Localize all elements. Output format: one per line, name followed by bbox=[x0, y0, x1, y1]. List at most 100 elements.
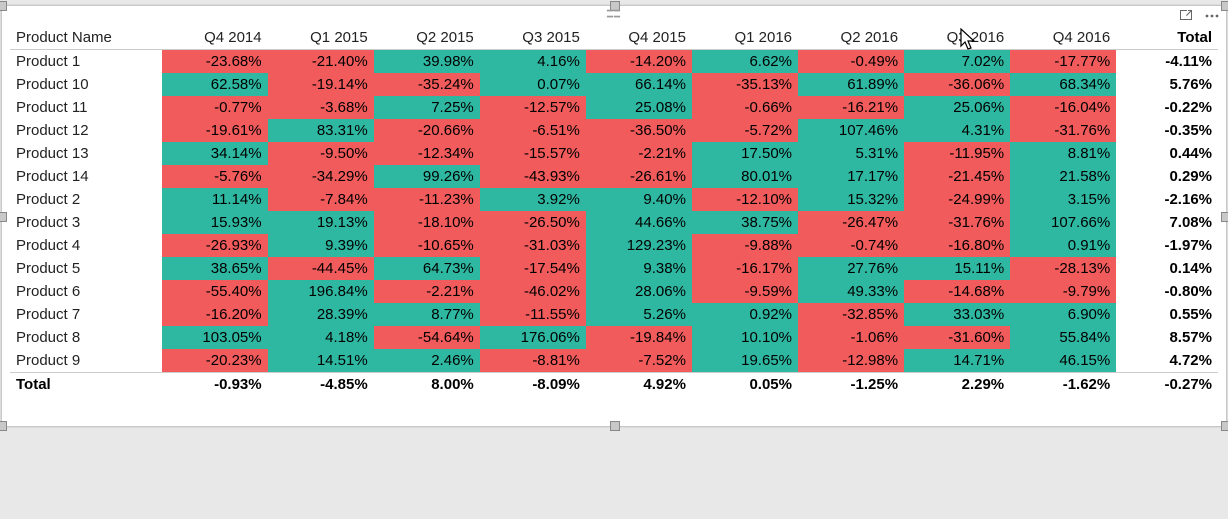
more-options-icon[interactable] bbox=[1204, 8, 1220, 24]
data-cell[interactable]: 39.98% bbox=[374, 50, 480, 74]
data-cell[interactable]: -19.84% bbox=[586, 326, 692, 349]
data-cell[interactable]: -16.21% bbox=[798, 96, 904, 119]
resize-handle[interactable] bbox=[0, 212, 7, 222]
column-header[interactable]: Q2 2016 bbox=[798, 26, 904, 50]
data-cell[interactable]: 15.93% bbox=[162, 211, 268, 234]
data-cell[interactable]: -1.06% bbox=[798, 326, 904, 349]
column-header[interactable]: Q3 2015 bbox=[480, 26, 586, 50]
focus-mode-icon[interactable] bbox=[1178, 8, 1194, 24]
data-cell[interactable]: -19.14% bbox=[268, 73, 374, 96]
data-cell[interactable]: 103.05% bbox=[162, 326, 268, 349]
data-cell[interactable]: 83.31% bbox=[268, 119, 374, 142]
data-cell[interactable]: 99.26% bbox=[374, 165, 480, 188]
data-cell[interactable]: -5.72% bbox=[692, 119, 798, 142]
data-cell[interactable]: -46.02% bbox=[480, 280, 586, 303]
data-cell[interactable]: -14.20% bbox=[586, 50, 692, 74]
row-total-cell[interactable]: -1.97% bbox=[1116, 234, 1218, 257]
row-total-cell[interactable]: -4.11% bbox=[1116, 50, 1218, 74]
data-cell[interactable]: -16.80% bbox=[904, 234, 1010, 257]
data-cell[interactable]: -3.68% bbox=[268, 96, 374, 119]
data-cell[interactable]: -43.93% bbox=[480, 165, 586, 188]
data-cell[interactable]: -16.20% bbox=[162, 303, 268, 326]
data-cell[interactable]: 44.66% bbox=[586, 211, 692, 234]
data-cell[interactable]: 66.14% bbox=[586, 73, 692, 96]
row-header[interactable]: Product 13 bbox=[10, 142, 162, 165]
data-cell[interactable]: -36.06% bbox=[904, 73, 1010, 96]
data-cell[interactable]: -12.98% bbox=[798, 349, 904, 373]
column-total-cell[interactable]: -1.62% bbox=[1010, 373, 1116, 397]
column-total-cell[interactable]: 2.29% bbox=[904, 373, 1010, 397]
data-cell[interactable]: 19.65% bbox=[692, 349, 798, 373]
data-cell[interactable]: 28.39% bbox=[268, 303, 374, 326]
data-cell[interactable]: -35.24% bbox=[374, 73, 480, 96]
data-cell[interactable]: -0.74% bbox=[798, 234, 904, 257]
data-cell[interactable]: 46.15% bbox=[1010, 349, 1116, 373]
data-cell[interactable]: 15.32% bbox=[798, 188, 904, 211]
data-cell[interactable]: 34.14% bbox=[162, 142, 268, 165]
data-cell[interactable]: 62.58% bbox=[162, 73, 268, 96]
data-cell[interactable]: 49.33% bbox=[798, 280, 904, 303]
data-cell[interactable]: 6.62% bbox=[692, 50, 798, 74]
row-total-cell[interactable]: 0.55% bbox=[1116, 303, 1218, 326]
data-cell[interactable]: -11.95% bbox=[904, 142, 1010, 165]
data-cell[interactable]: -9.50% bbox=[268, 142, 374, 165]
column-header[interactable]: Q1 2015 bbox=[268, 26, 374, 50]
row-header[interactable]: Product 1 bbox=[10, 50, 162, 74]
column-total-cell[interactable]: -4.85% bbox=[268, 373, 374, 397]
data-cell[interactable]: 0.92% bbox=[692, 303, 798, 326]
data-cell[interactable]: 14.71% bbox=[904, 349, 1010, 373]
data-cell[interactable]: 6.90% bbox=[1010, 303, 1116, 326]
data-cell[interactable]: 27.76% bbox=[798, 257, 904, 280]
data-cell[interactable]: -21.40% bbox=[268, 50, 374, 74]
column-total-cell[interactable]: 0.05% bbox=[692, 373, 798, 397]
row-total-cell[interactable]: -0.35% bbox=[1116, 119, 1218, 142]
data-cell[interactable]: 38.65% bbox=[162, 257, 268, 280]
data-cell[interactable]: 107.66% bbox=[1010, 211, 1116, 234]
data-cell[interactable]: 25.06% bbox=[904, 96, 1010, 119]
data-cell[interactable]: 64.73% bbox=[374, 257, 480, 280]
data-cell[interactable]: 0.07% bbox=[480, 73, 586, 96]
data-cell[interactable]: 5.31% bbox=[798, 142, 904, 165]
resize-handle[interactable] bbox=[0, 421, 7, 431]
data-cell[interactable]: 2.46% bbox=[374, 349, 480, 373]
data-cell[interactable]: -0.66% bbox=[692, 96, 798, 119]
row-total-cell[interactable]: 0.14% bbox=[1116, 257, 1218, 280]
row-header[interactable]: Product 10 bbox=[10, 73, 162, 96]
data-cell[interactable]: 9.39% bbox=[268, 234, 374, 257]
row-header[interactable]: Product 11 bbox=[10, 96, 162, 119]
data-cell[interactable]: -11.23% bbox=[374, 188, 480, 211]
row-total-cell[interactable]: 4.72% bbox=[1116, 349, 1218, 373]
data-cell[interactable]: -31.03% bbox=[480, 234, 586, 257]
data-cell[interactable]: 196.84% bbox=[268, 280, 374, 303]
data-cell[interactable]: 0.91% bbox=[1010, 234, 1116, 257]
data-cell[interactable]: -6.51% bbox=[480, 119, 586, 142]
row-total-cell[interactable]: -2.16% bbox=[1116, 188, 1218, 211]
data-cell[interactable]: -7.52% bbox=[586, 349, 692, 373]
data-cell[interactable]: -23.68% bbox=[162, 50, 268, 74]
data-cell[interactable]: -8.81% bbox=[480, 349, 586, 373]
row-total-cell[interactable]: -0.22% bbox=[1116, 96, 1218, 119]
resize-handle[interactable] bbox=[0, 1, 7, 11]
row-header[interactable]: Product 9 bbox=[10, 349, 162, 373]
row-header[interactable]: Product 12 bbox=[10, 119, 162, 142]
data-cell[interactable]: 4.31% bbox=[904, 119, 1010, 142]
data-cell[interactable]: 28.06% bbox=[586, 280, 692, 303]
data-cell[interactable]: -11.55% bbox=[480, 303, 586, 326]
column-header[interactable]: Q4 2016 bbox=[1010, 26, 1116, 50]
data-cell[interactable]: 17.17% bbox=[798, 165, 904, 188]
data-cell[interactable]: -44.45% bbox=[268, 257, 374, 280]
data-cell[interactable]: -19.61% bbox=[162, 119, 268, 142]
row-header[interactable]: Product 3 bbox=[10, 211, 162, 234]
data-cell[interactable]: -14.68% bbox=[904, 280, 1010, 303]
data-cell[interactable]: -17.54% bbox=[480, 257, 586, 280]
data-cell[interactable]: 3.15% bbox=[1010, 188, 1116, 211]
data-cell[interactable]: 25.08% bbox=[586, 96, 692, 119]
data-cell[interactable]: -9.79% bbox=[1010, 280, 1116, 303]
drag-grip-icon[interactable]: ━━━━ bbox=[607, 9, 621, 21]
column-total-cell[interactable]: -8.09% bbox=[480, 373, 586, 397]
data-cell[interactable]: 80.01% bbox=[692, 165, 798, 188]
data-cell[interactable]: -55.40% bbox=[162, 280, 268, 303]
resize-handle[interactable] bbox=[1221, 212, 1228, 222]
data-cell[interactable]: 129.23% bbox=[586, 234, 692, 257]
row-total-cell[interactable]: 0.29% bbox=[1116, 165, 1218, 188]
